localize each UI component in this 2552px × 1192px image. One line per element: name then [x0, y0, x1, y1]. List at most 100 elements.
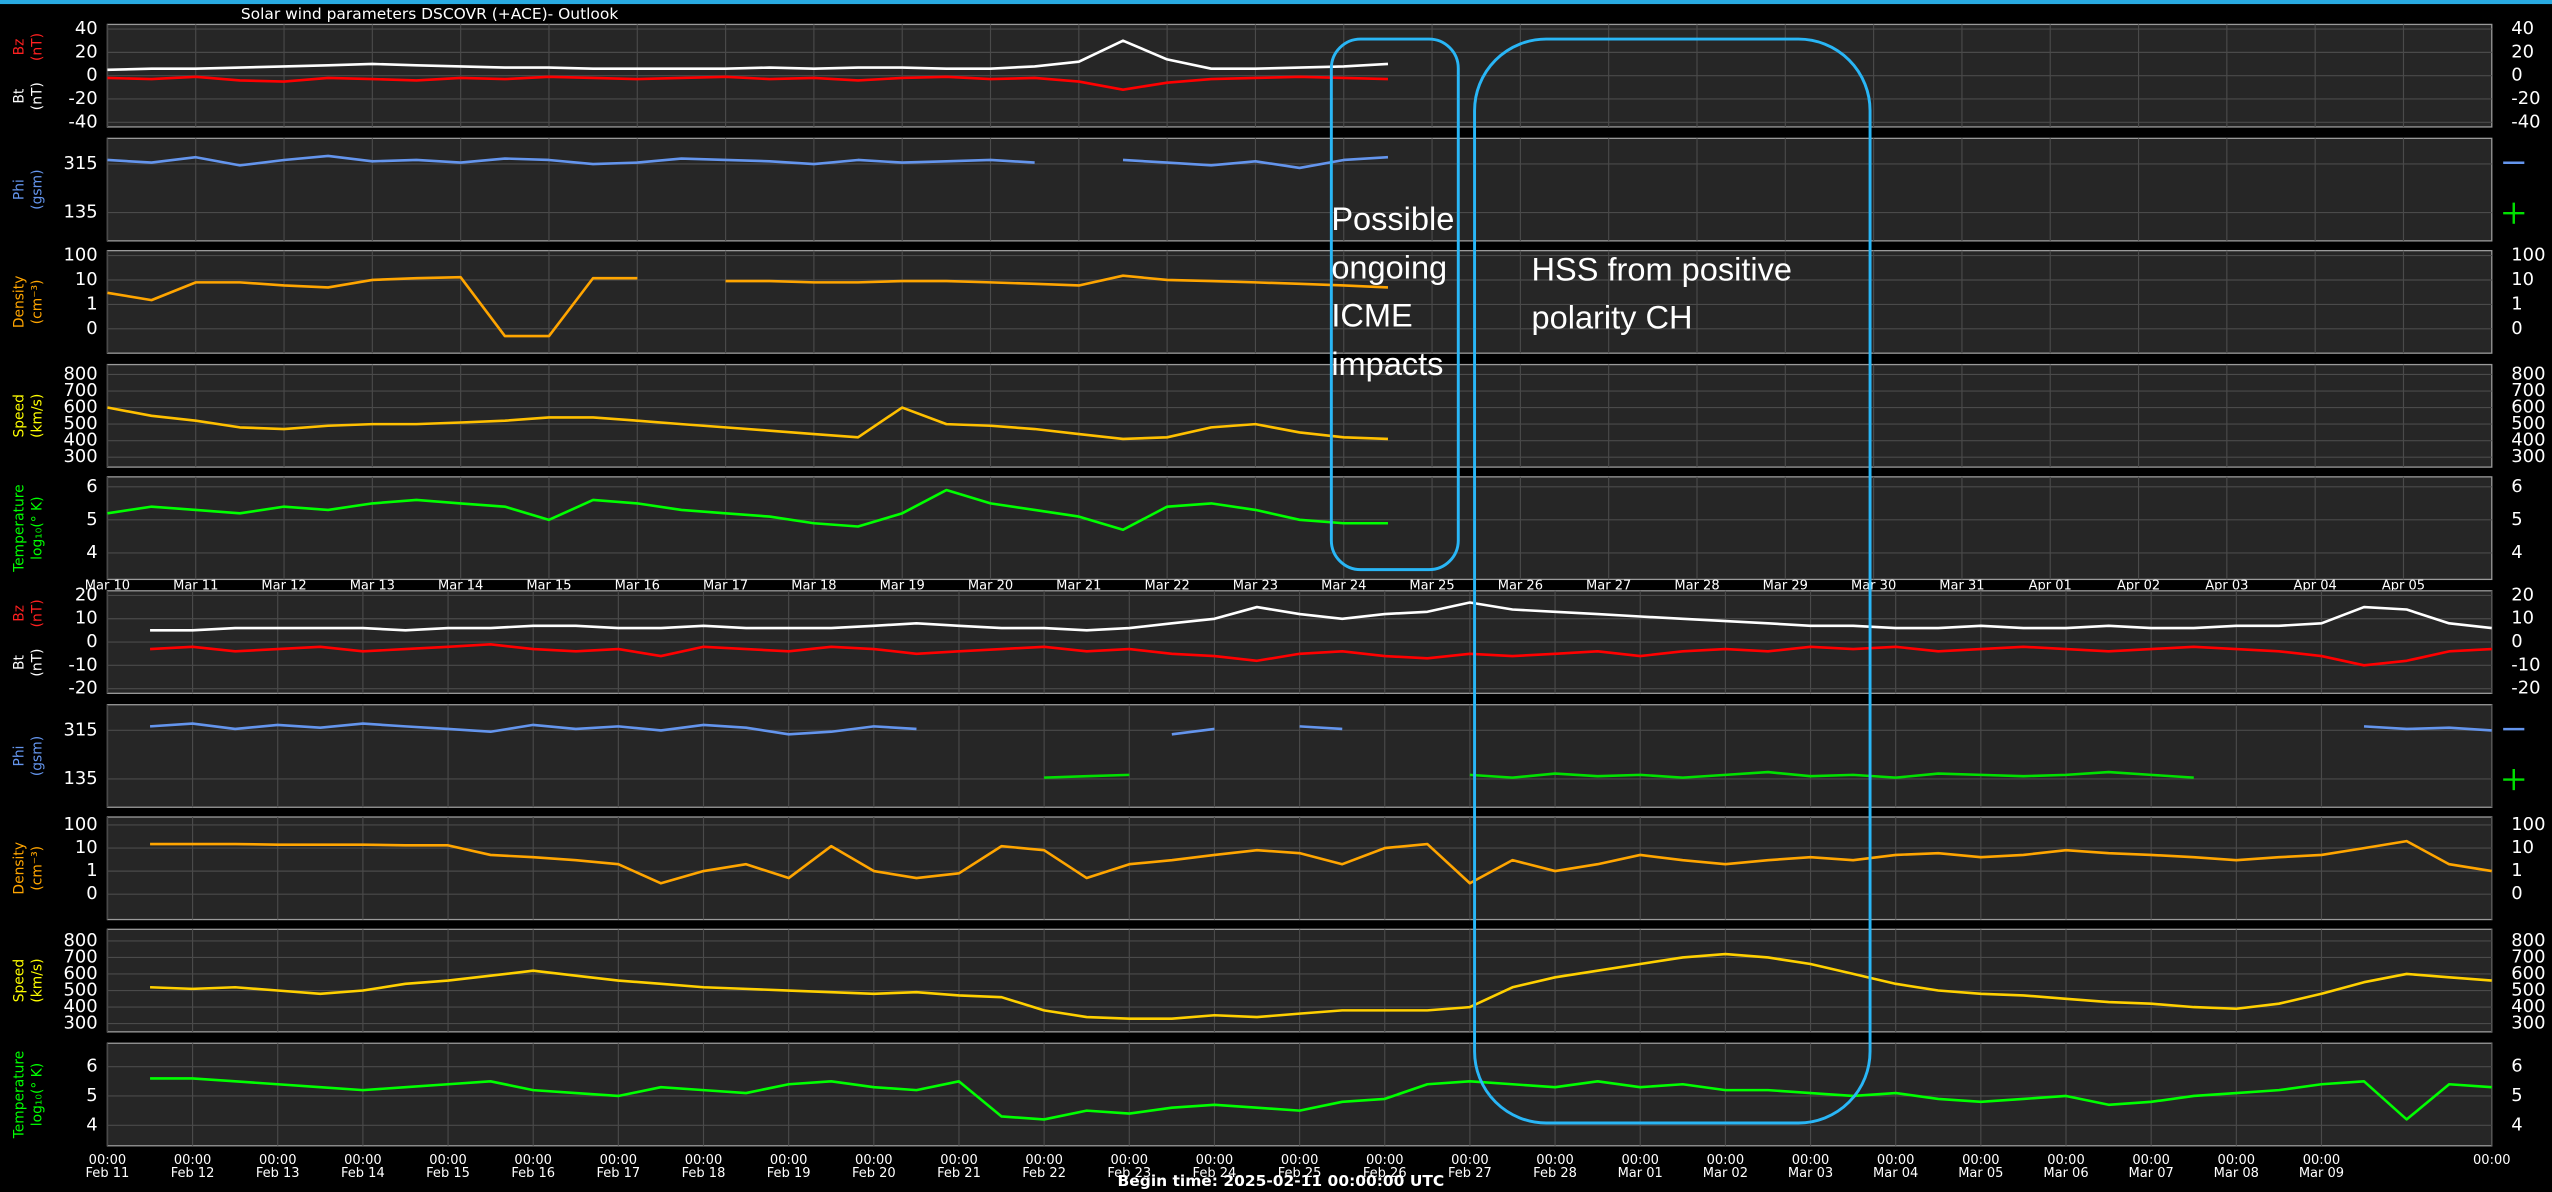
y-tick-label-right: 5 — [2511, 1085, 2522, 1106]
data-line — [107, 39, 1389, 72]
y-tick-label: 600 — [63, 397, 97, 418]
x-tick-label: Mar 30 — [1851, 578, 1896, 593]
y-tick-label-right: 10 — [2511, 837, 2534, 858]
x-tick-label: Mar 09 — [2299, 1166, 2344, 1181]
y-tick-label: 6 — [86, 1056, 97, 1077]
x-tick-label: Mar 31 — [1939, 578, 1984, 593]
x-tick-label: Apr 03 — [2205, 578, 2248, 593]
y-tick-label: 100 — [63, 245, 97, 266]
y-axis-label: log₁₀(° K) — [29, 1063, 45, 1126]
y-tick-label-right: 500 — [2511, 413, 2545, 434]
y-tick-label-right: 500 — [2511, 980, 2545, 1001]
y-tick-label: 20 — [75, 584, 98, 605]
y-tick-label-right: 5 — [2511, 509, 2522, 530]
x-tick-label: Mar 26 — [1498, 578, 1543, 593]
y-tick-label: 4 — [86, 1114, 97, 1135]
x-tick-time: 00:00 — [1025, 1153, 1063, 1168]
x-tick-label: Mar 24 — [1321, 578, 1366, 593]
x-tick-label: Mar 15 — [526, 578, 571, 593]
x-tick-label: Feb 17 — [596, 1166, 640, 1181]
x-tick-label: Mar 22 — [1145, 578, 1190, 593]
y-tick-label: 300 — [63, 1013, 97, 1034]
x-tick-label: Feb 28 — [1533, 1166, 1577, 1181]
icme-box — [1329, 37, 1460, 572]
x-tick-label: Mar 06 — [2043, 1166, 2088, 1181]
y-axis-label: log₁₀(° K) — [29, 496, 45, 559]
panel — [106, 249, 2493, 354]
x-tick-time: 00:00 — [1366, 1153, 1404, 1168]
y-tick-label: 0 — [86, 318, 97, 339]
hss-box — [1473, 37, 1872, 1125]
x-tick-label: Mar 23 — [1233, 578, 1278, 593]
x-tick-label: Mar 13 — [350, 578, 395, 593]
y-tick-label-right: 4 — [2511, 542, 2522, 563]
y-tick-label-right: 0 — [2511, 65, 2522, 86]
y-tick-label: 4 — [86, 542, 97, 563]
x-tick-label: Mar 25 — [1409, 578, 1454, 593]
y-axis-label: Temperature — [12, 1051, 28, 1140]
y-axis-label: (nT) — [29, 599, 45, 627]
x-tick-label: Mar 20 — [968, 578, 1013, 593]
x-tick-label: Feb 25 — [1278, 1166, 1322, 1181]
x-tick-label: Feb 23 — [1107, 1166, 1151, 1181]
y-tick-label-right: 800 — [2511, 930, 2545, 951]
x-tick-time: 00:00 — [1111, 1153, 1149, 1168]
data-line — [149, 722, 2492, 736]
annotation-text: Possible — [1331, 201, 1454, 237]
x-tick-time: 00:00 — [1536, 1153, 1574, 1168]
data-line — [1044, 770, 2194, 779]
x-tick-label: Mar 03 — [1788, 1166, 1833, 1181]
y-tick-label: 135 — [63, 202, 97, 223]
data-line — [107, 488, 1388, 532]
y-tick-label-right: 600 — [2511, 397, 2545, 418]
annotation-text: impacts — [1331, 346, 1443, 382]
x-tick-time: 00:00 — [429, 1153, 467, 1168]
x-tick-label: Feb 18 — [682, 1166, 726, 1181]
y-axis-label: (gsm) — [29, 169, 45, 209]
x-tick-label: Feb 14 — [341, 1166, 385, 1181]
y-tick-label-right: 800 — [2511, 363, 2545, 384]
y-axis-label: (km/s) — [29, 959, 45, 1003]
x-tick-time: 00:00 — [1196, 1153, 1234, 1168]
begin-time: Begin time: 2025-02-11 00:00:00 UTC — [1118, 1172, 1445, 1190]
x-tick-label: Mar 12 — [261, 578, 306, 593]
y-tick-label-right: 0 — [2511, 318, 2522, 339]
x-tick-label: Mar 11 — [173, 578, 218, 593]
y-tick-label-right: 6 — [2511, 1056, 2522, 1077]
y-axis-label: Temperature — [12, 484, 28, 573]
y-axis-label: Bt — [12, 655, 28, 670]
y-axis-label: (gsm) — [29, 736, 45, 776]
x-tick-label: Feb 16 — [511, 1166, 555, 1181]
data-line — [150, 839, 2492, 885]
panel — [106, 137, 2493, 242]
x-tick-time: 00:00 — [259, 1153, 297, 1168]
x-tick-label: Mar 27 — [1586, 578, 1631, 593]
y-tick-label: 0 — [86, 883, 97, 904]
y-tick-label: 0 — [86, 631, 97, 652]
y-tick-label: 315 — [63, 719, 97, 740]
y-tick-label: 5 — [86, 509, 97, 530]
x-tick-time: 00:00 — [1281, 1153, 1319, 1168]
y-tick-label: 600 — [63, 963, 97, 984]
x-tick-label: Apr 04 — [2294, 578, 2337, 593]
y-tick-label: -10 — [68, 654, 97, 675]
x-tick-label: Feb 15 — [426, 1166, 470, 1181]
y-tick-label-right: 400 — [2511, 430, 2545, 451]
y-tick-label: -40 — [68, 111, 97, 132]
x-tick-label: Feb 22 — [1022, 1166, 1066, 1181]
y-tick-label-right: 100 — [2511, 245, 2545, 266]
x-tick-label: Mar 29 — [1763, 578, 1808, 593]
x-tick-time: 00:00 — [600, 1153, 638, 1168]
data-line — [150, 601, 2492, 632]
data-line — [107, 75, 1389, 91]
x-tick-label: Feb 21 — [937, 1166, 981, 1181]
x-tick-time: 00:00 — [1451, 1153, 1489, 1168]
x-tick-time: 00:00 — [1877, 1153, 1915, 1168]
x-tick-label: Mar 04 — [1873, 1166, 1918, 1181]
data-line — [150, 1077, 2492, 1121]
x-tick-time: 00:00 — [940, 1153, 978, 1168]
x-tick-time: 00:00 — [2303, 1153, 2341, 1168]
x-tick-label: Mar 18 — [791, 578, 836, 593]
